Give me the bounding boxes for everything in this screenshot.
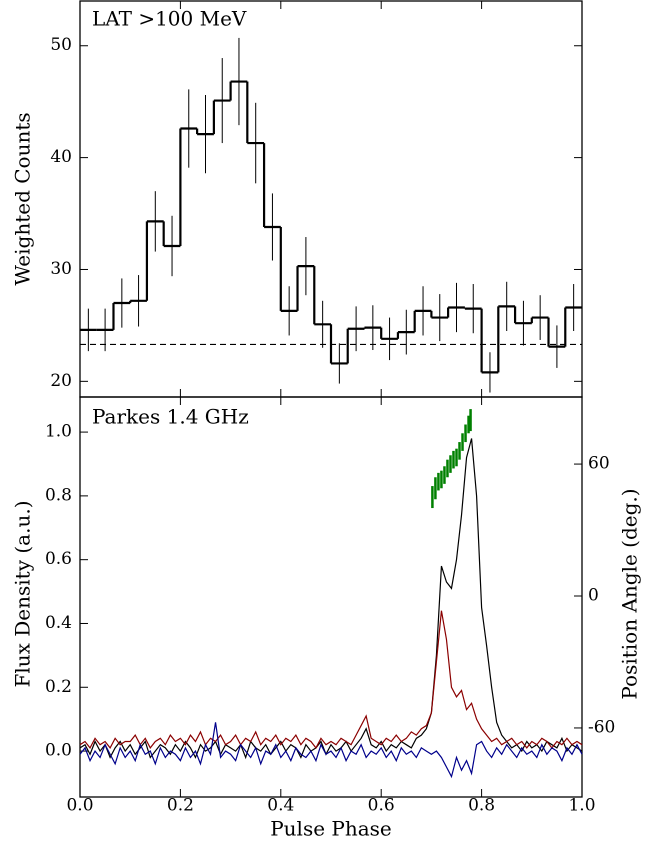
- y-tick-label: 0.6: [45, 549, 72, 569]
- x-tick-label: 0.0: [66, 796, 93, 816]
- profile-line: [79, 722, 583, 779]
- x-tick-label: 0.2: [167, 796, 194, 816]
- top-y-label: Weighted Counts: [11, 112, 35, 285]
- x-label: Pulse Phase: [270, 817, 392, 841]
- y2-tick-label: 60: [588, 454, 610, 474]
- top-annotation: LAT >100 MeV: [92, 7, 247, 31]
- y-tick-label: 30: [50, 259, 72, 279]
- y-tick-label: 20: [50, 371, 72, 391]
- y-tick-label: 40: [50, 147, 72, 167]
- y-tick-label: 50: [50, 35, 72, 55]
- y-tick-label: 1.0: [45, 422, 72, 442]
- y-tick-label: 0.0: [45, 741, 72, 761]
- y2-label: Position Angle (deg.): [618, 488, 642, 699]
- y2-tick-label: 0: [588, 586, 599, 606]
- bottom-annotation: Parkes 1.4 GHz: [92, 405, 249, 429]
- y2-tick-label: -60: [588, 717, 615, 737]
- bottom-y-label: Flux Density (a.u.): [11, 500, 35, 687]
- x-tick-label: 0.8: [468, 796, 495, 816]
- y-tick-label: 0.4: [45, 613, 72, 633]
- x-tick-label: 0.6: [368, 796, 395, 816]
- bottom-frame: [79, 396, 583, 798]
- y-tick-label: 0.2: [45, 677, 72, 697]
- profile-line: [79, 610, 583, 749]
- x-tick-label: 0.4: [267, 796, 294, 816]
- profile-line: [79, 438, 583, 760]
- y-tick-label: 0.8: [45, 485, 72, 505]
- x-tick-label: 1.0: [568, 796, 595, 816]
